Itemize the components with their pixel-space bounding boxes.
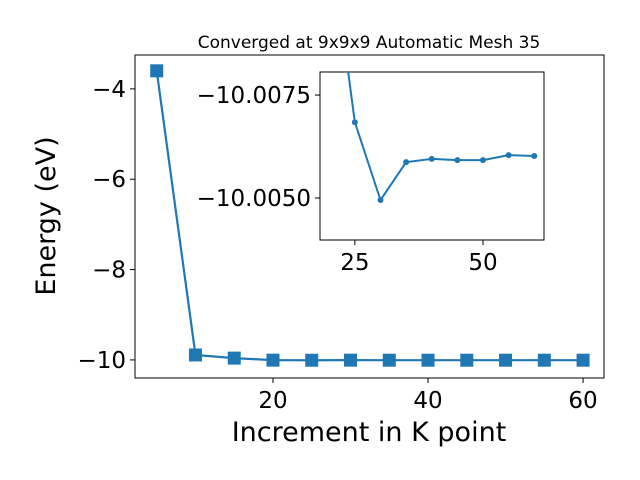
y-tick-label: −6	[92, 167, 126, 193]
x-tick-label: 20	[258, 388, 287, 414]
series-group	[347, 72, 538, 204]
marker	[344, 353, 358, 367]
marker	[537, 353, 551, 367]
marker	[403, 159, 410, 166]
marker	[351, 119, 358, 126]
marker	[421, 353, 435, 367]
y-tick-label: −4	[92, 77, 126, 103]
y-tick-label: −10.0050	[197, 186, 311, 212]
marker	[305, 353, 319, 367]
y-tick-label: −8	[92, 258, 126, 284]
marker	[454, 157, 461, 164]
marker	[188, 348, 202, 362]
marker	[150, 64, 164, 78]
x-tick-label: 60	[568, 388, 597, 414]
x-tick-label: 50	[468, 250, 497, 276]
y-axis-label: Energy (eV)	[31, 136, 62, 295]
marker	[377, 197, 384, 204]
series-group	[150, 64, 590, 367]
marker	[227, 351, 241, 365]
marker	[576, 353, 590, 367]
y-tick-label: −10	[77, 348, 126, 374]
x-axis-label: Increment in K point	[232, 417, 507, 448]
marker	[480, 157, 487, 164]
marker	[460, 353, 474, 367]
x-tick-label: 25	[340, 250, 369, 276]
marker	[499, 353, 513, 367]
marker	[531, 153, 538, 159]
x-tick-label: 40	[413, 388, 442, 414]
marker	[382, 353, 396, 367]
marker	[266, 353, 280, 367]
chart-title: Converged at 9x9x9 Automatic Mesh 35	[198, 33, 541, 53]
marker	[505, 152, 512, 159]
marker	[428, 155, 435, 162]
y-tick-label: −10.0075	[197, 83, 311, 109]
